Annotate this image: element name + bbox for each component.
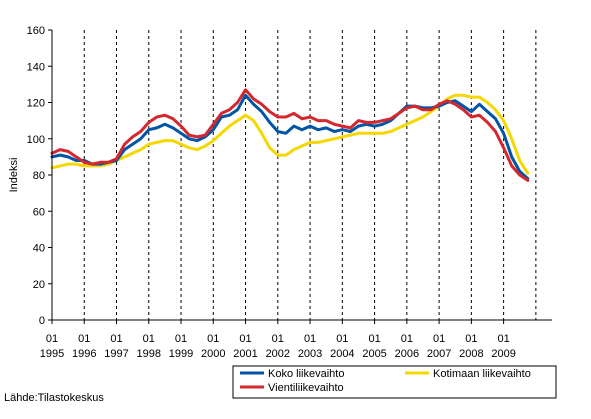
y-tick-label: 100 — [27, 134, 45, 146]
x-tick-label-month: 01 — [304, 333, 316, 345]
x-tick-label-year: 1997 — [104, 348, 128, 360]
x-tick-label-year: 1996 — [72, 348, 96, 360]
x-tick-label-year: 2003 — [298, 348, 322, 360]
legend-box — [232, 365, 557, 399]
x-tick-label-year: 1999 — [169, 348, 193, 360]
x-tick-label-month: 01 — [46, 333, 58, 345]
y-axis-ticks: 0 20 40 60 80 100 120 140 160 — [27, 25, 52, 327]
x-tick-label-year: 2004 — [330, 348, 354, 360]
x-tick-label-year: 2002 — [266, 348, 290, 360]
x-tick-label-month: 01 — [143, 333, 155, 345]
series-line-vientiliikevaihto — [50, 88, 530, 182]
legend: Koko liikevaihto Kotimaan liikevaihto Vien… — [232, 365, 557, 399]
x-tick-label-year: 2008 — [459, 348, 483, 360]
x-tick-label-month: 01 — [78, 333, 90, 345]
x-tick-label-year: 2006 — [395, 348, 419, 360]
y-axis-label: Indeksi — [8, 158, 20, 193]
x-tick-label-month: 01 — [110, 333, 122, 345]
x-tick-label-month: 01 — [207, 333, 219, 345]
y-tick-label: 80 — [33, 170, 45, 182]
x-tick-label-month: 01 — [465, 333, 477, 345]
x-tick-label-month: 01 — [368, 333, 380, 345]
series-lines — [50, 88, 530, 182]
x-tick-label-year: 2007 — [427, 348, 451, 360]
legend-label-vientiliikevaihto: Vientiliikevaihto — [268, 382, 344, 394]
y-tick-label: 60 — [33, 206, 45, 218]
x-tick-label-month: 01 — [272, 333, 284, 345]
x-tick-label-year: 2001 — [233, 348, 257, 360]
y-tick-label: 160 — [27, 25, 45, 37]
plot-area — [52, 30, 552, 320]
x-tick-label-year: 2009 — [491, 348, 515, 360]
x-tick-label-year: 2000 — [201, 348, 225, 360]
source-note: Lähde:Tilastokeskus — [4, 392, 104, 404]
y-tick-label: 120 — [27, 98, 45, 110]
legend-label-kotimaan-liikevaihto: Kotimaan liikevaihto — [433, 368, 531, 380]
x-tick-label-month: 01 — [433, 333, 445, 345]
x-tick-label-year: 2005 — [362, 348, 386, 360]
x-tick-label-month: 01 — [175, 333, 187, 345]
y-tick-label: 20 — [33, 279, 45, 291]
x-tick-label-month: 01 — [336, 333, 348, 345]
x-tick-label-year: 1998 — [137, 348, 161, 360]
grid-lines — [51, 30, 537, 320]
legend-label-koko-liikevaihto: Koko liikevaihto — [268, 368, 344, 380]
x-tick-label-month: 01 — [401, 333, 413, 345]
x-axis-ticks: 01 1995 01 1996 01 1997 01 1998 01 1999 01 2000 01 20… — [40, 320, 516, 360]
x-tick-label-month: 01 — [239, 333, 251, 345]
y-tick-label: 0 — [39, 315, 45, 327]
x-tick-label-year: 1995 — [40, 348, 64, 360]
y-tick-label: 140 — [27, 61, 45, 73]
series-line-kotimaan-liikevaihto — [50, 93, 530, 175]
x-tick-label-month: 01 — [497, 333, 509, 345]
y-tick-label: 40 — [33, 243, 45, 255]
